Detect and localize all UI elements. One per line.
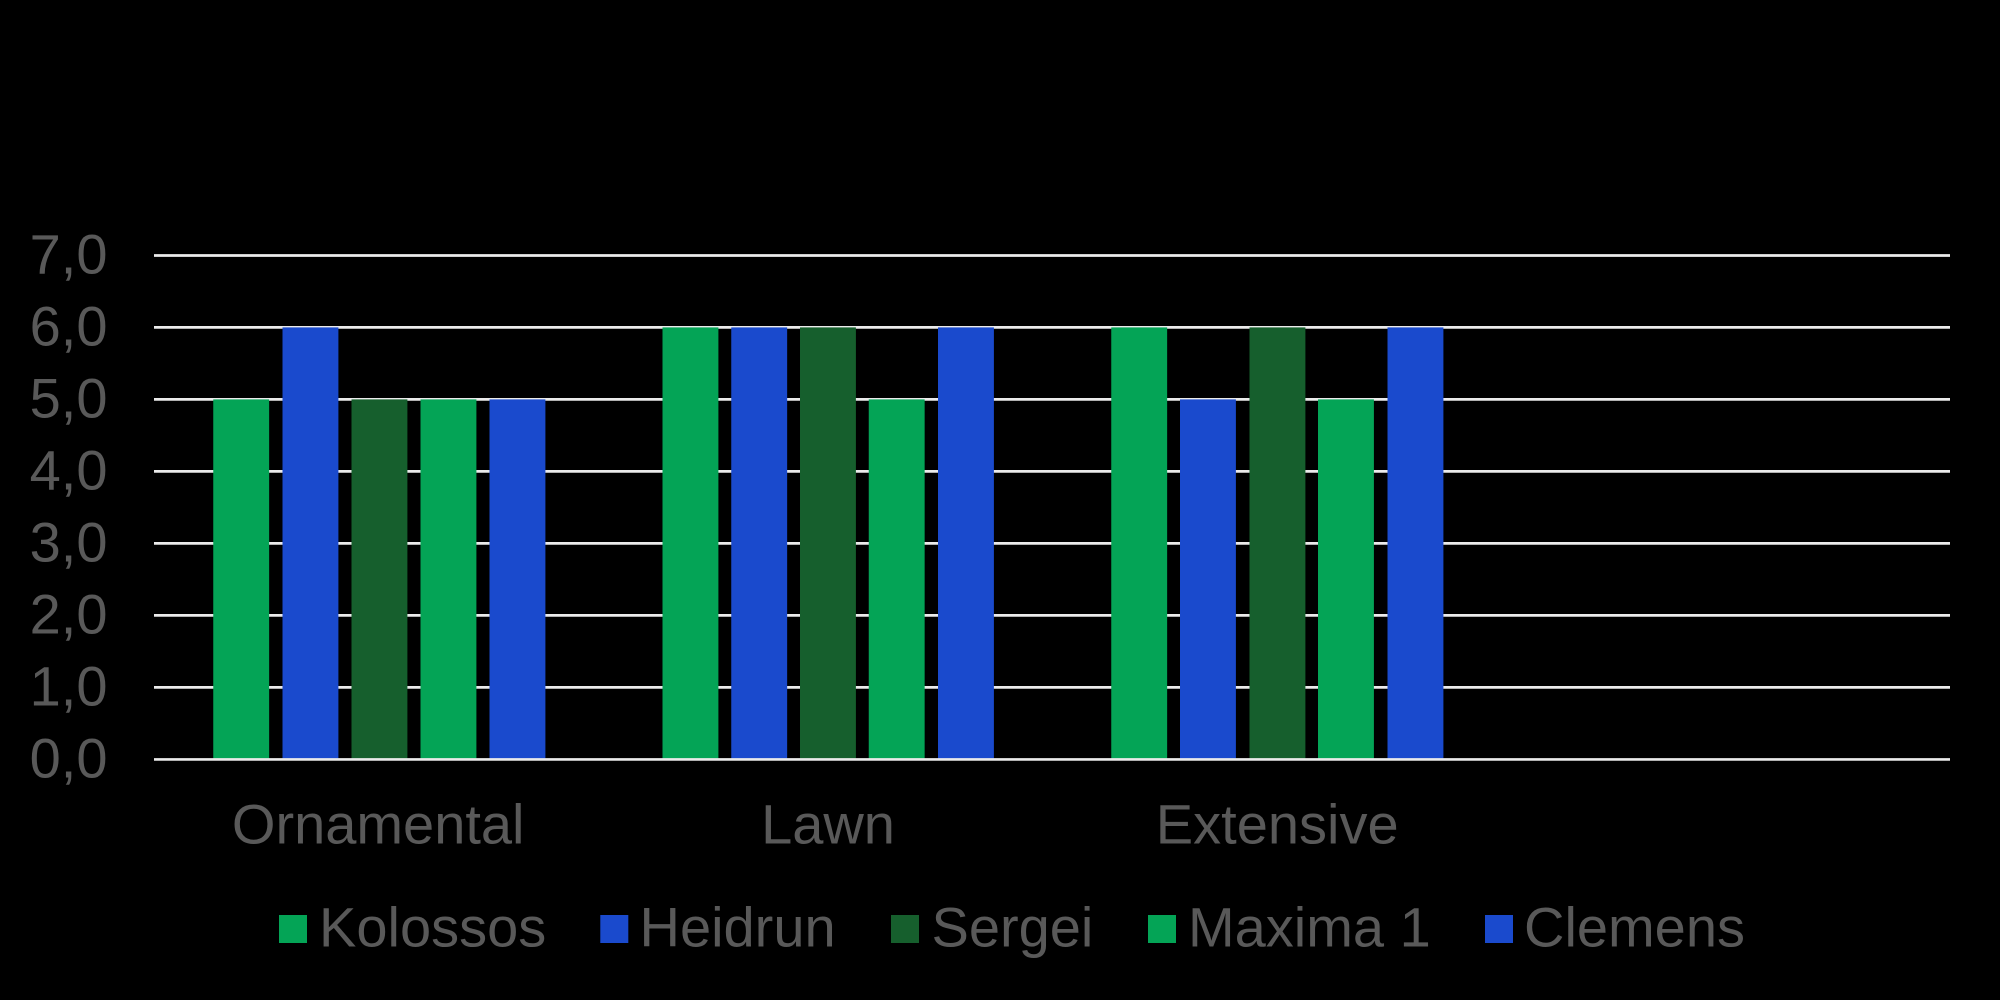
svg-text:Ornamental: Ornamental: [232, 792, 525, 855]
svg-text:7,0: 7,0: [30, 223, 108, 286]
svg-text:Sergei: Sergei: [932, 896, 1094, 959]
svg-text:5,0: 5,0: [30, 367, 108, 430]
svg-text:Kolossos: Kolossos: [319, 896, 546, 959]
svg-text:6,0: 6,0: [30, 295, 108, 358]
svg-text:Heidrun: Heidrun: [640, 896, 836, 959]
svg-text:Clemens: Clemens: [1524, 896, 1745, 959]
svg-text:0,0: 0,0: [30, 727, 108, 790]
svg-text:2,0: 2,0: [30, 583, 108, 646]
svg-text:Lawn: Lawn: [761, 792, 895, 855]
svg-text:4,0: 4,0: [30, 439, 108, 502]
svg-text:3,0: 3,0: [30, 511, 108, 574]
svg-text:Extensive: Extensive: [1156, 792, 1399, 855]
svg-text:1,0: 1,0: [30, 655, 108, 718]
svg-text:Maxima 1: Maxima 1: [1188, 896, 1431, 959]
